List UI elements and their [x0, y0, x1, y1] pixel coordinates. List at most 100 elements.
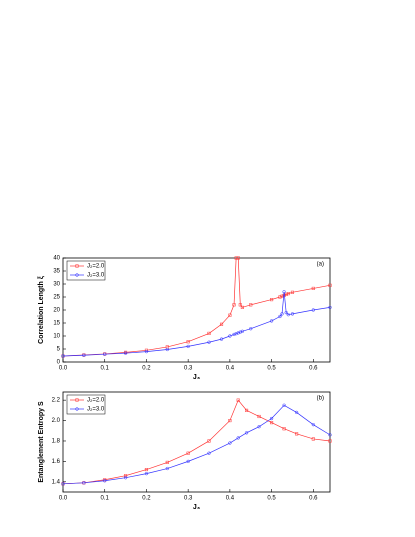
marker	[228, 419, 232, 423]
y-tick-label: 0	[57, 360, 61, 366]
y-tick-label: 5	[57, 347, 61, 353]
y-tick-label: 25	[53, 295, 60, 301]
x-tick-label: 0.2	[142, 366, 151, 372]
marker	[232, 332, 236, 337]
marker	[165, 460, 169, 464]
marker	[228, 334, 232, 338]
marker	[257, 414, 261, 419]
marker	[328, 433, 332, 437]
marker	[311, 286, 315, 290]
marker	[290, 312, 295, 316]
legend-label: J₂=3.0	[87, 273, 105, 279]
marker	[240, 329, 245, 333]
series-line	[63, 404, 330, 485]
marker	[238, 303, 242, 307]
legend-label: J₂=3.0	[87, 407, 105, 413]
marker	[61, 354, 65, 358]
x-tick-label: 0.5	[267, 366, 276, 372]
x-tick-label: 0.3	[184, 366, 193, 372]
marker	[286, 292, 290, 296]
marker	[207, 451, 211, 455]
x-tick-label: 0.4	[226, 496, 235, 502]
y-tick-label: 15	[53, 321, 60, 327]
x-tick-label: 0.0	[59, 366, 68, 372]
marker	[103, 479, 107, 483]
marker	[103, 352, 107, 356]
marker	[328, 283, 332, 287]
legend-label: J₂=2.0	[87, 398, 105, 404]
marker	[61, 482, 65, 486]
y-tick-label: 1.6	[52, 459, 61, 465]
x-tick-label: 0.4	[226, 366, 235, 372]
marker	[295, 432, 299, 436]
marker	[294, 410, 299, 415]
marker	[82, 353, 86, 357]
marker	[228, 441, 232, 445]
marker	[234, 332, 238, 336]
marker	[284, 292, 288, 296]
marker	[269, 319, 274, 323]
y-tick-label: 2.2	[52, 398, 61, 404]
marker	[282, 403, 286, 407]
x-tick-label: 0.6	[309, 366, 318, 372]
marker	[236, 331, 240, 335]
marker	[165, 466, 169, 471]
marker	[207, 331, 211, 335]
marker	[82, 481, 86, 485]
legend-marker	[75, 264, 79, 268]
marker	[244, 431, 249, 435]
y-tick-label: 2.0	[52, 418, 61, 424]
x-tick-label: 0.5	[267, 496, 276, 502]
marker	[280, 294, 284, 298]
panel-label: (b)	[317, 396, 324, 402]
marker	[236, 398, 240, 402]
marker	[290, 290, 295, 294]
marker	[249, 327, 253, 331]
legend-marker	[75, 407, 79, 411]
panel-label: (a)	[317, 262, 324, 268]
legend-box	[66, 394, 106, 415]
marker	[238, 330, 242, 334]
series-line	[63, 399, 330, 485]
marker	[144, 349, 149, 354]
y-tick-label: 30	[53, 282, 60, 288]
y-tick-label: 10	[53, 334, 60, 340]
marker	[284, 310, 288, 315]
legend-label: J₂=2.0	[87, 264, 105, 270]
marker	[232, 303, 236, 307]
marker	[240, 305, 244, 309]
legend-marker	[75, 398, 79, 402]
legend-box	[66, 260, 106, 281]
marker	[278, 295, 282, 299]
x-axis-label: J₃	[193, 374, 200, 381]
marker	[228, 313, 232, 317]
marker	[311, 308, 315, 312]
marker	[186, 459, 190, 464]
marker	[245, 408, 249, 412]
marker	[165, 347, 169, 352]
y-tick-label: 35	[53, 269, 60, 275]
marker	[123, 351, 128, 355]
marker	[311, 423, 315, 427]
y-tick-label: 20	[53, 308, 60, 314]
x-tick-label: 0.1	[101, 496, 110, 502]
x-tick-label: 0.2	[142, 496, 151, 502]
x-tick-label: 0.3	[184, 496, 193, 502]
marker	[280, 312, 284, 316]
marker	[207, 340, 211, 344]
x-tick-label: 0.1	[101, 366, 110, 372]
y-tick-label: 40	[53, 256, 60, 262]
x-tick-label: 0.6	[309, 496, 318, 502]
y-tick-label: 1.4	[52, 479, 61, 485]
marker	[207, 439, 211, 443]
y-axis-label: Correlation Length ξ	[38, 275, 45, 344]
marker	[236, 436, 240, 440]
marker	[269, 416, 274, 421]
marker	[234, 256, 238, 260]
marker	[186, 340, 190, 344]
marker	[328, 439, 332, 443]
marker	[236, 256, 240, 260]
y-axis-label: Entanglement Entropy S	[38, 401, 45, 483]
marker	[186, 344, 190, 349]
